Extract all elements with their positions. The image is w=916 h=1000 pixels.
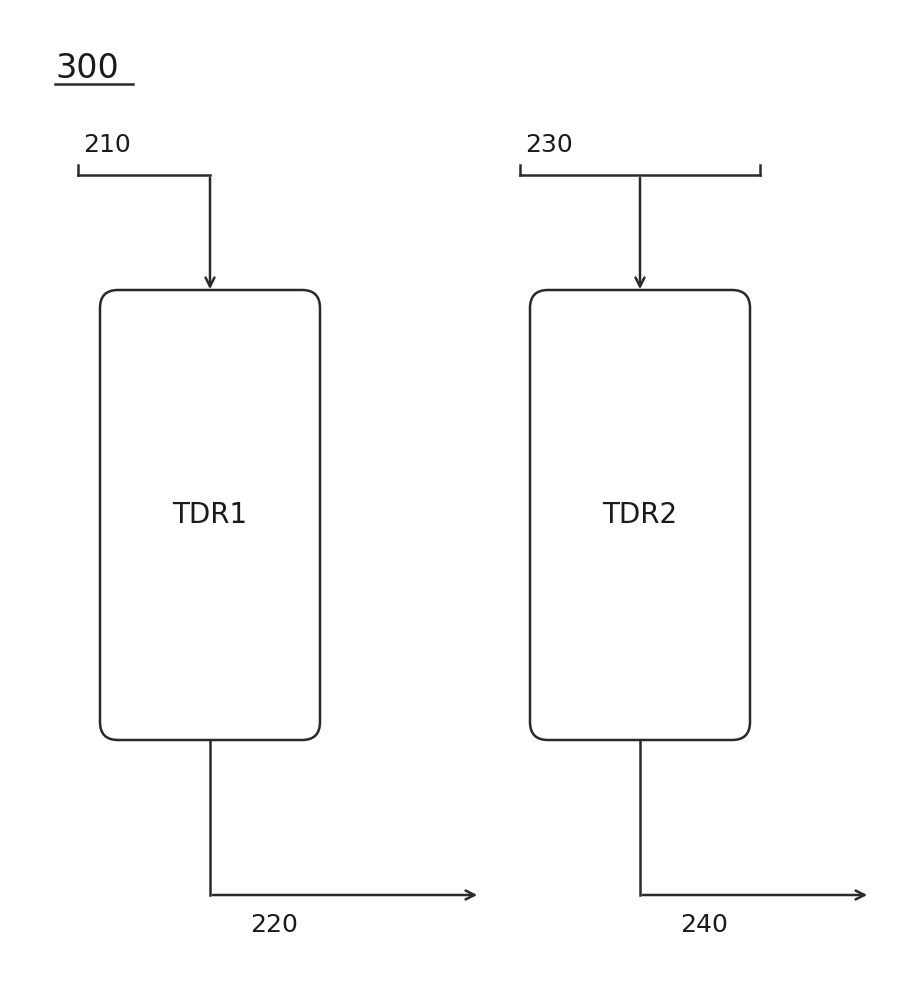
Text: 300: 300 (55, 52, 119, 85)
Text: 210: 210 (83, 133, 131, 157)
Text: 220: 220 (250, 913, 298, 937)
FancyBboxPatch shape (100, 290, 320, 740)
Text: 240: 240 (680, 913, 728, 937)
Text: TDR2: TDR2 (603, 501, 678, 529)
FancyBboxPatch shape (530, 290, 750, 740)
Text: TDR1: TDR1 (172, 501, 247, 529)
Text: 230: 230 (525, 133, 572, 157)
